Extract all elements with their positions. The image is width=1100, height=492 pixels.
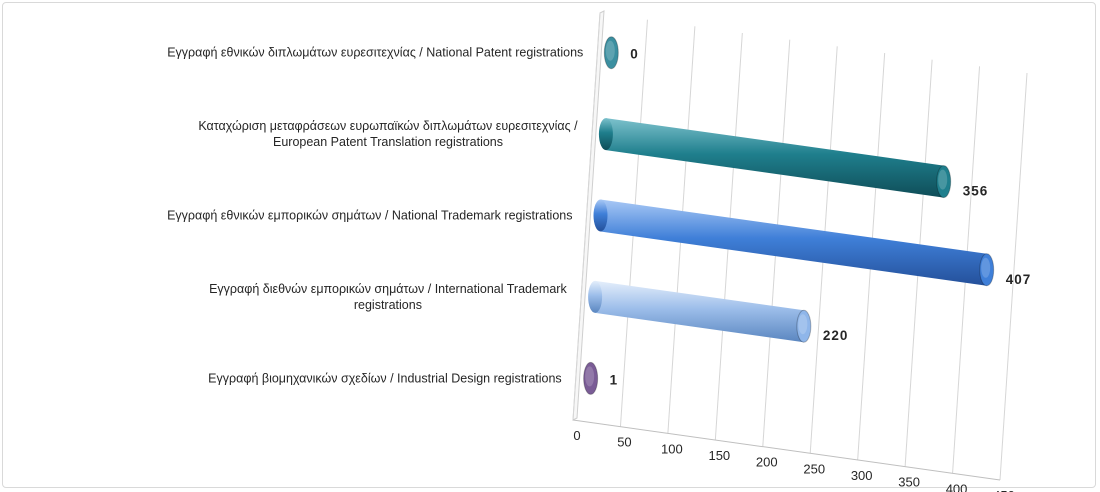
bar: [583, 361, 599, 395]
bar: [603, 36, 619, 70]
category-label: Εγγραφή βιομηχανικών σχεδίων / Industria…: [208, 371, 562, 385]
x-tick-label: 450: [993, 488, 1015, 492]
x-tick-label: 400: [946, 481, 968, 492]
data-label: 1: [610, 372, 619, 387]
data-label: 407: [1006, 272, 1032, 287]
category-label: Εγγραφή διεθνών εμπορικών σημάτων / Inte…: [209, 282, 567, 296]
data-label: 220: [823, 328, 849, 343]
bar: [593, 199, 995, 287]
category-label: Εγγραφή εθνικών εμπορικών σημάτων / Nati…: [167, 209, 572, 223]
category-label: European Patent Translation registration…: [273, 135, 503, 149]
x-tick-label: 150: [708, 448, 730, 463]
x-tick-label: 0: [573, 428, 580, 443]
category-label: registrations: [354, 298, 422, 312]
category-label: Εγγραφή εθνικών διπλωμάτων ευρεσιτεχνίας…: [167, 46, 583, 60]
x-tick-label: 200: [756, 455, 778, 470]
x-tick-label: 300: [851, 468, 873, 483]
bar: [598, 118, 952, 199]
x-tick-label: 350: [898, 475, 920, 490]
x-tick-label: 50: [617, 435, 631, 450]
category-label: Καταχώριση μεταφράσεων ευρωπαϊκών διπλωμ…: [198, 119, 578, 133]
data-label: 0: [630, 47, 639, 62]
x-tick-label: 250: [803, 461, 825, 476]
gridline: [999, 72, 1028, 481]
floor-edge: [572, 419, 1001, 481]
bar: [588, 280, 812, 343]
gridline: [572, 12, 601, 421]
data-label: 356: [963, 184, 989, 199]
x-tick-label: 100: [661, 441, 683, 456]
